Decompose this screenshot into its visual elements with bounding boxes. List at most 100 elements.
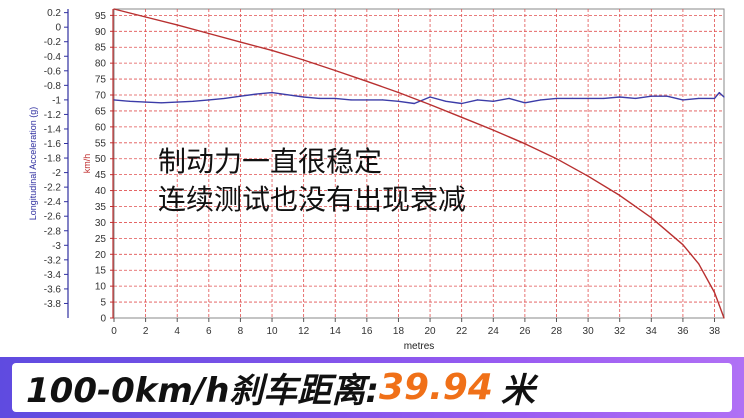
acceleration-point: [587, 97, 589, 99]
x-tick-label: 36: [677, 326, 689, 337]
x-tick-label: 14: [330, 326, 342, 337]
speed-tick-label: 0: [100, 314, 106, 325]
acceleration-point: [718, 92, 720, 94]
acceleration-point: [476, 99, 479, 101]
result-banner-inner: 100-0km/h刹车距离: 39.94 米: [12, 363, 732, 412]
speed-point: [113, 8, 115, 10]
acceleration-point: [571, 97, 573, 99]
acceleration-point: [192, 100, 194, 102]
acceleration-point: [382, 99, 384, 101]
acceleration-point: [429, 96, 431, 98]
speed-tick-label: 35: [95, 202, 107, 213]
acceleration-point: [445, 100, 447, 102]
x-tick-label: 10: [266, 326, 278, 337]
acceleration-point: [224, 97, 226, 99]
acceleration-point: [239, 95, 241, 97]
speed-tick-label: 15: [95, 266, 107, 277]
speed-tick-label: 60: [95, 122, 107, 133]
acceleration-point: [255, 93, 257, 95]
acceleration-point: [366, 99, 368, 101]
accel-tick-label: -2.8: [44, 226, 62, 237]
plot-frame: [113, 8, 725, 319]
accel-tick-label: -2: [52, 168, 61, 179]
accel-tick-label: -3.8: [44, 299, 62, 310]
acceleration-point: [287, 94, 289, 96]
acceleration-point: [723, 96, 725, 98]
speed-point: [429, 104, 431, 106]
accel-tick-label: 0: [55, 23, 61, 34]
acceleration-point: [650, 95, 652, 97]
x-axis-title: metres: [404, 341, 435, 352]
speed-point: [271, 49, 273, 52]
x-tick-label: 2: [143, 326, 149, 337]
speed-tick-label: 80: [95, 59, 107, 70]
accel-tick-label: 0.2: [47, 8, 61, 19]
speed-tick-label: 5: [100, 298, 106, 309]
acceleration-point: [350, 99, 352, 101]
speed-tick-label: 10: [95, 282, 107, 293]
axes-layer: [64, 9, 716, 322]
speed-tick-label: 90: [95, 27, 107, 38]
speed-tick-label: 55: [95, 138, 107, 149]
acceleration-point: [145, 101, 147, 103]
annotation-line-2: 连续测试也没有出现衰减: [158, 183, 467, 216]
accel-tick-label: -2.6: [44, 212, 62, 223]
x-tick-label: 32: [614, 326, 626, 337]
x-tick-label: 34: [646, 326, 658, 337]
acceleration-point: [508, 97, 510, 99]
acceleration-point: [634, 97, 637, 99]
x-tick-label: 20: [424, 326, 436, 337]
series-layer: [113, 8, 725, 319]
acceleration-point: [713, 97, 716, 99]
acceleration-point: [698, 97, 700, 99]
annotation-line-1: 制动力一直很稳定: [158, 145, 383, 178]
speed-axis-title: km/h: [82, 154, 92, 174]
accel-tick-label: -2.4: [44, 197, 62, 208]
speed-point: [555, 158, 558, 160]
accel-tick-label: -0.8: [44, 81, 62, 92]
accel-tick-label: -1.4: [44, 124, 62, 135]
acceleration-point: [271, 92, 273, 94]
speed-point: [650, 217, 652, 219]
acceleration-point: [524, 102, 526, 104]
accel-tick-label: -3.6: [44, 284, 62, 295]
speed-tick-label: 45: [95, 170, 107, 181]
speed-point: [461, 116, 463, 118]
accel-tick-label: -3: [52, 241, 61, 252]
accel-tick-label: -1.8: [44, 154, 62, 165]
acceleration-point: [129, 100, 131, 102]
banner-label: 100-0km/h刹车距离:: [26, 371, 379, 411]
speed-tick-label: 95: [95, 11, 107, 22]
banner-value: 39.94: [379, 367, 493, 408]
accel-tick-label: -3.4: [44, 270, 62, 281]
grid-layer: [113, 8, 725, 319]
x-tick-label: 24: [488, 326, 500, 337]
x-tick-label: 18: [393, 326, 405, 337]
x-tick-label: 6: [206, 326, 212, 337]
speed-point: [718, 304, 720, 306]
acceleration-point: [461, 102, 463, 105]
acceleration-point: [682, 99, 684, 101]
speed-tick-label: 70: [95, 91, 107, 102]
acceleration-point: [334, 97, 336, 99]
labels-layer: 0 2 4 6 8 10 12 14 16 18 20 22 24 26 28 30 32 34 36 3895908…: [28, 8, 721, 352]
acceleration-point: [160, 102, 162, 104]
acceleration-point: [413, 102, 415, 105]
speed-point: [366, 80, 368, 82]
acceleration-point: [176, 101, 178, 103]
speed-point: [587, 175, 589, 177]
accel-tick-label: -3.2: [44, 255, 62, 266]
speed-point: [334, 69, 336, 72]
speed-point: [698, 263, 700, 265]
accel-tick-label: -0.4: [44, 52, 62, 63]
x-tick-label: 30: [583, 326, 595, 337]
speed-point: [145, 16, 147, 18]
acceleration-point: [619, 96, 621, 98]
speed-tick-label: 30: [95, 218, 107, 229]
x-tick-label: 0: [111, 326, 117, 337]
speed-point: [713, 291, 716, 294]
x-tick-label: 38: [709, 326, 721, 337]
banner-unit: 米: [500, 371, 535, 411]
acceleration-point: [492, 100, 494, 102]
